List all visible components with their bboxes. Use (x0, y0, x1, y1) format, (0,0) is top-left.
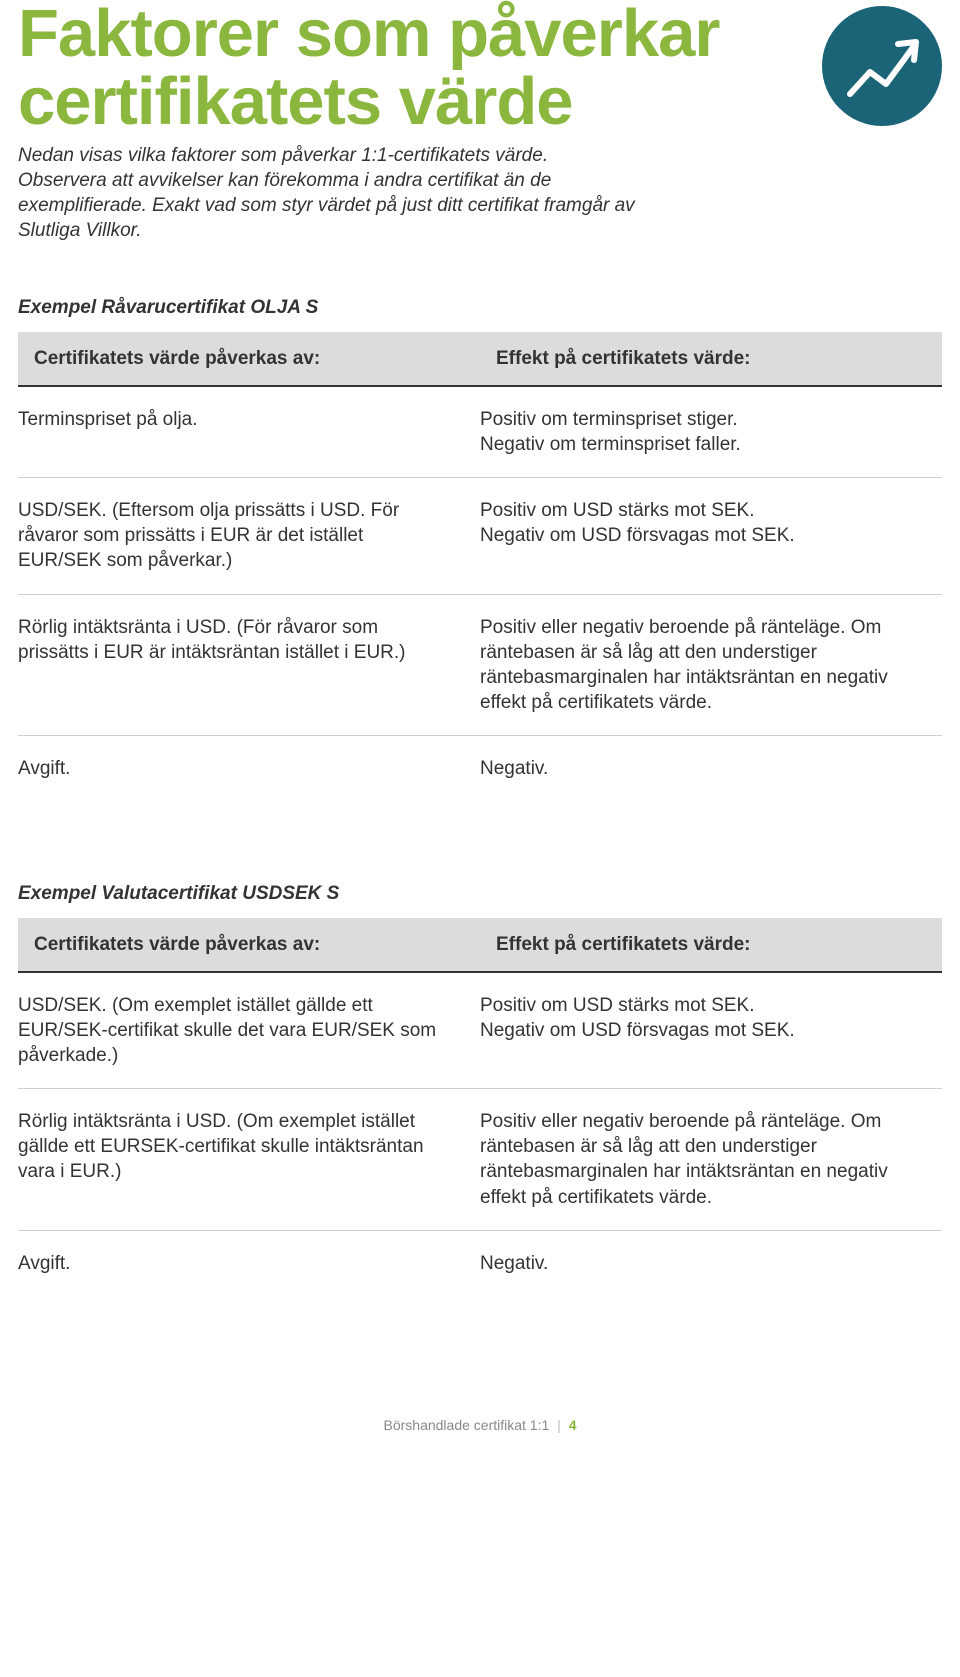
title-line-1: Faktorer som påverkar (18, 0, 719, 71)
factor-cell: Rörlig intäktsränta i USD. (För råvaror … (18, 594, 480, 735)
footer-doc-name: Börshandlade certifikat 1:1 (384, 1417, 550, 1433)
example-label-1: Exempel Råvarucertifikat OLJA S (18, 295, 942, 320)
table-row: Avgift.Negativ. (18, 1230, 942, 1296)
col-header-factor: Certifikatets värde påverkas av: (18, 332, 480, 386)
factor-cell: Avgift. (18, 735, 480, 801)
effect-cell: Positiv eller negativ beroende på räntel… (480, 594, 942, 735)
factor-cell: USD/SEK. (Eftersom olja prissätts i USD.… (18, 478, 480, 594)
table-header-row: Certifikatets värde påverkas av: Effekt … (18, 918, 942, 972)
effect-cell: Positiv om USD stärks mot SEK.Negativ om… (480, 478, 942, 594)
trend-up-icon (822, 6, 942, 126)
factor-table-1: Certifikatets värde påverkas av: Effekt … (18, 332, 942, 801)
effect-cell: Negativ. (480, 735, 942, 801)
example-label-2: Exempel Valutacertifikat USDSEK S (18, 881, 942, 906)
table-row: USD/SEK. (Om exemplet istället gällde et… (18, 972, 942, 1089)
effect-cell: Positiv om USD stärks mot SEK.Negativ om… (480, 972, 942, 1089)
effect-cell: Positiv eller negativ beroende på räntel… (480, 1089, 942, 1230)
table-row: Terminspriset på olja.Positiv om termins… (18, 386, 942, 478)
factor-cell: Rörlig intäktsränta i USD. (Om exemplet … (18, 1089, 480, 1230)
factor-table-2: Certifikatets värde påverkas av: Effekt … (18, 918, 942, 1296)
table-row: Rörlig intäktsränta i USD. (Om exemplet … (18, 1089, 942, 1230)
title-line-2: certifikatets värde (18, 64, 573, 139)
footer-separator: | (557, 1417, 561, 1433)
title-block: Faktorer som påverkar certifikatets värd… (18, 0, 802, 137)
col-header-effect: Effekt på certifikatets värde: (480, 332, 942, 386)
footer-page-number: 4 (569, 1417, 577, 1433)
col-header-effect: Effekt på certifikatets värde: (480, 918, 942, 972)
table-row: Rörlig intäktsränta i USD. (För råvaror … (18, 594, 942, 735)
col-header-factor: Certifikatets värde påverkas av: (18, 918, 480, 972)
factor-cell: USD/SEK. (Om exemplet istället gällde et… (18, 972, 480, 1089)
table-row: Avgift.Negativ. (18, 735, 942, 801)
effect-cell: Positiv om terminspriset stiger.Negativ … (480, 386, 942, 478)
table-header-row: Certifikatets värde påverkas av: Effekt … (18, 332, 942, 386)
table-row: USD/SEK. (Eftersom olja prissätts i USD.… (18, 478, 942, 594)
page-title: Faktorer som påverkar certifikatets värd… (18, 0, 802, 137)
factor-cell: Avgift. (18, 1230, 480, 1296)
intro-paragraph: Nedan visas vilka faktorer som påverkar … (18, 143, 638, 243)
footer: Börshandlade certifikat 1:1 | 4 (18, 1416, 942, 1434)
factor-cell: Terminspriset på olja. (18, 386, 480, 478)
effect-cell: Negativ. (480, 1230, 942, 1296)
header: Faktorer som påverkar certifikatets värd… (18, 0, 942, 137)
